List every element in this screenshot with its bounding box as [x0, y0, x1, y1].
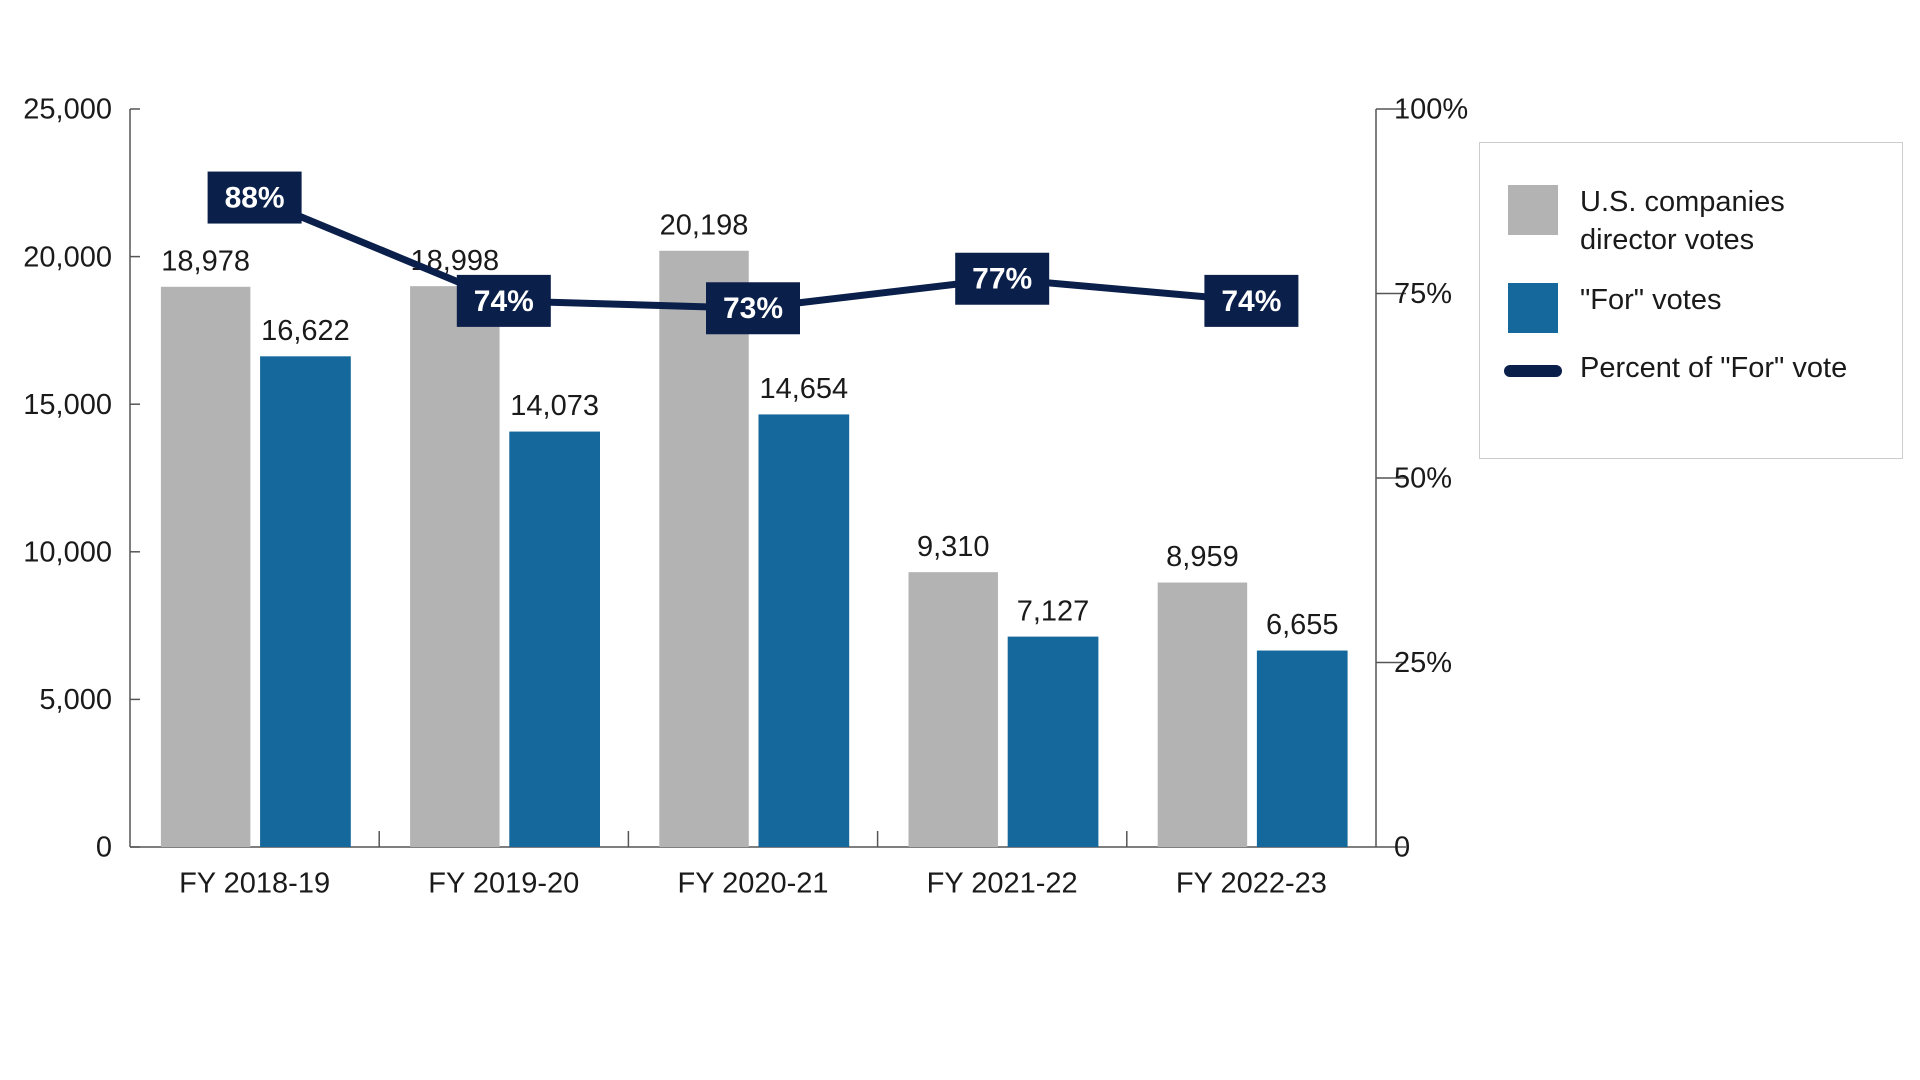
value-label: 8,959 — [1166, 541, 1239, 573]
bar — [1007, 636, 1099, 847]
value-label: 9,310 — [917, 531, 990, 563]
legend-swatch — [1508, 283, 1558, 333]
bar — [260, 356, 351, 847]
bar — [908, 572, 998, 847]
line-value-label: 74% — [474, 285, 534, 318]
legend-label: Percent of "For" vote — [1580, 352, 1848, 384]
y2-tick-label: 0 — [1394, 832, 1410, 864]
y-tick-label: 5,000 — [39, 684, 112, 716]
bar — [509, 431, 600, 847]
y2-tick-label: 25% — [1394, 647, 1452, 679]
x-tick-label: FY 2021-22 — [927, 868, 1078, 900]
legend: U.S. companies director votes "For" votes… — [1479, 142, 1903, 459]
bar — [1157, 582, 1248, 847]
legend-label: U.S. companies director votes — [1580, 186, 1785, 256]
y2-tick-label: 75% — [1394, 278, 1452, 310]
value-label: 16,622 — [261, 315, 350, 347]
line-value-label: 73% — [723, 292, 783, 325]
bar — [410, 286, 500, 847]
label-box — [456, 274, 551, 327]
y-tick-label: 0 — [96, 832, 112, 864]
y2-tick-label: 100% — [1394, 94, 1468, 126]
legend-swatch — [1508, 185, 1558, 235]
y2-tick-label: 50% — [1394, 463, 1452, 495]
line-value-label: 74% — [1221, 285, 1281, 318]
legend-label: "For" votes — [1580, 284, 1722, 316]
value-label: 14,073 — [510, 390, 599, 422]
line-value-label: 77% — [972, 263, 1032, 296]
x-tick-label: FY 2020-21 — [677, 868, 828, 900]
x-tick-label: FY 2018-19 — [179, 868, 330, 900]
y-tick-label: 10,000 — [23, 536, 112, 568]
legend-item: "For" votes — [1508, 283, 1850, 333]
label-box — [207, 171, 302, 224]
x-tick-label: FY 2019-20 — [428, 868, 579, 900]
legend-item: Percent of "For" vote — [1504, 349, 1850, 387]
value-label: 14,654 — [759, 373, 848, 405]
legend-item: U.S. companies director votes — [1508, 185, 1850, 259]
y-tick-label: 15,000 — [23, 389, 112, 421]
bar — [659, 250, 749, 848]
value-label: 18,998 — [410, 245, 499, 277]
value-label: 7,127 — [1017, 595, 1090, 627]
value-label: 18,978 — [161, 245, 250, 277]
label-box — [955, 252, 1050, 305]
label-box — [1204, 274, 1299, 327]
bar — [160, 286, 251, 848]
bar — [1256, 650, 1348, 847]
legend-swatch — [1504, 365, 1562, 377]
value-label: 20,198 — [660, 209, 749, 241]
bar — [758, 414, 850, 847]
y-tick-label: 20,000 — [23, 241, 112, 273]
x-tick-label: FY 2022-23 — [1176, 868, 1327, 900]
y-tick-label: 25,000 — [23, 94, 112, 126]
label-box — [706, 282, 800, 335]
line-value-label: 88% — [225, 181, 285, 214]
value-label: 6,655 — [1266, 609, 1339, 641]
